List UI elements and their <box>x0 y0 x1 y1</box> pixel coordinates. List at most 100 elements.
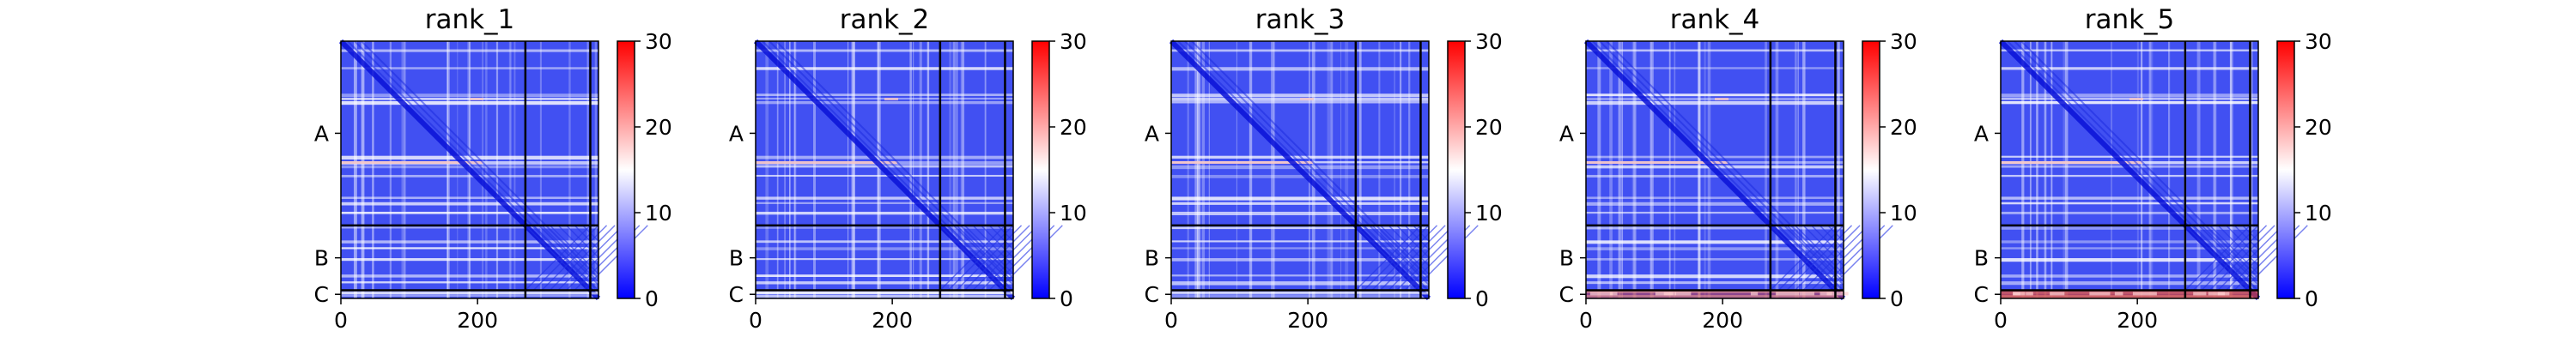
heatmap-cell <box>947 225 1014 291</box>
heatmap-cell <box>2196 41 2201 298</box>
heatmap-cell <box>2201 225 2268 291</box>
heatmap-cell <box>1586 281 1844 285</box>
heatmap-cell <box>1586 174 1844 178</box>
heatmap-cell <box>1586 211 1844 214</box>
x-tick-label: 0 <box>1579 308 1593 333</box>
heatmap-cell <box>1201 41 1206 298</box>
heatmap-cell <box>756 247 1013 250</box>
colorbar-tick-label: 0 <box>2305 286 2318 311</box>
heatmap-cell <box>372 41 374 298</box>
heatmap-cell <box>756 174 1013 178</box>
heatmap-cell <box>1715 98 1728 101</box>
heatmap-cell <box>1802 41 1805 298</box>
colorbar-tick-label: 30 <box>1060 29 1087 54</box>
heatmap-cell <box>2208 225 2275 291</box>
heatmap-cell <box>2229 41 2233 298</box>
colorbar-tick-label: 30 <box>645 29 672 54</box>
heatmap-diagonal <box>2020 40 2259 279</box>
colorbar <box>1031 40 1050 299</box>
heatmap-cell <box>1786 225 1844 283</box>
heatmap-cell <box>341 202 598 206</box>
colorbar <box>617 40 635 299</box>
heatmap-cell <box>341 258 598 262</box>
heatmap-cell <box>1371 225 1438 291</box>
heatmap-cell <box>2001 258 2258 262</box>
colorbar-tick-label: 10 <box>645 201 672 226</box>
heatmap-cell <box>1597 41 1601 298</box>
heatmap-frame <box>2000 40 2259 299</box>
heatmap-cell <box>2233 225 2259 250</box>
heatmap-frame <box>1585 40 1844 299</box>
panel-title: rank_5 <box>2085 4 2175 35</box>
heatmap-cell <box>2001 281 2258 286</box>
heatmap-cell <box>2063 41 2065 298</box>
heatmap-cell <box>2213 41 2217 298</box>
heatmap-cell <box>1171 93 1429 98</box>
heatmap-cell <box>1820 292 1832 296</box>
y-tick-label: A <box>1145 121 1159 146</box>
heatmap-cell <box>1631 41 1636 298</box>
heatmap-cell <box>2064 41 2067 298</box>
heatmap-cell <box>2217 292 2230 296</box>
heatmap-cell <box>1408 41 1411 298</box>
heatmap-cell <box>884 98 898 101</box>
heatmap-cell <box>341 226 598 229</box>
heatmap-cell <box>1586 67 1844 69</box>
heatmap-cell <box>1765 41 1768 298</box>
heatmap-cell <box>1340 41 1342 298</box>
heatmap-cell <box>2001 240 2258 244</box>
heatmap-diagonal <box>2014 40 2259 286</box>
heatmap-cell <box>972 225 1014 267</box>
x-tick-label: 0 <box>1994 308 2008 333</box>
heatmap-diagonal <box>1592 40 1844 292</box>
heatmap-cell <box>756 202 1013 204</box>
heatmap-cell <box>877 41 879 298</box>
heatmap-cell <box>1777 225 1844 291</box>
heatmap-cell <box>2192 225 2259 291</box>
heatmap-cell <box>756 274 1013 278</box>
heatmap-cell <box>1413 225 1479 291</box>
heatmap-cell <box>1171 174 1429 178</box>
x-tick-label: 200 <box>2117 308 2158 333</box>
heatmap-cell <box>756 258 1013 261</box>
heatmap-cell <box>756 226 1013 229</box>
colorbar <box>2276 40 2295 299</box>
heatmap-cell <box>1775 41 1779 298</box>
heatmap-cell <box>1786 225 1853 291</box>
heatmap-cell <box>2167 41 2171 298</box>
heatmap-cell <box>2168 41 2170 298</box>
heatmap-cell <box>1652 41 1654 298</box>
heatmap-cell <box>1171 292 1429 295</box>
heatmap-cell <box>1208 41 1210 298</box>
heatmap-cell <box>756 161 897 165</box>
heatmap-cell <box>1394 41 1395 298</box>
heatmap-cell <box>756 295 1013 298</box>
y-tick-label: C <box>1974 282 1989 307</box>
heatmap-cell <box>495 41 499 298</box>
heatmap-cell <box>1363 225 1430 291</box>
heatmap-cell <box>341 211 598 214</box>
heatmap-cell <box>984 41 987 298</box>
heatmap-cell <box>401 41 404 298</box>
heatmap-cell <box>939 225 1005 291</box>
heatmap-cell <box>756 155 1013 159</box>
heatmap-cell <box>1698 41 1701 298</box>
panel-title: rank_2 <box>840 4 930 35</box>
heatmap-cell <box>1674 41 1676 298</box>
heatmap-cell <box>1197 41 1199 298</box>
colorbar-tick-label: 10 <box>1475 201 1503 226</box>
heatmap-cell <box>1273 41 1276 298</box>
heatmap-cell <box>1388 225 1430 267</box>
heatmap-cell <box>1171 247 1429 250</box>
heatmap-cell <box>1633 41 1637 298</box>
heatmap-diagonal <box>347 40 599 292</box>
heatmap-cell <box>1171 211 1429 215</box>
heatmap-cell <box>2001 211 2258 214</box>
colorbar <box>1862 40 1880 299</box>
heatmap-cell <box>1171 161 1313 165</box>
heatmap-cell <box>877 41 881 298</box>
heatmap-cell <box>2140 41 2143 298</box>
heatmap-cell <box>1589 292 1613 296</box>
